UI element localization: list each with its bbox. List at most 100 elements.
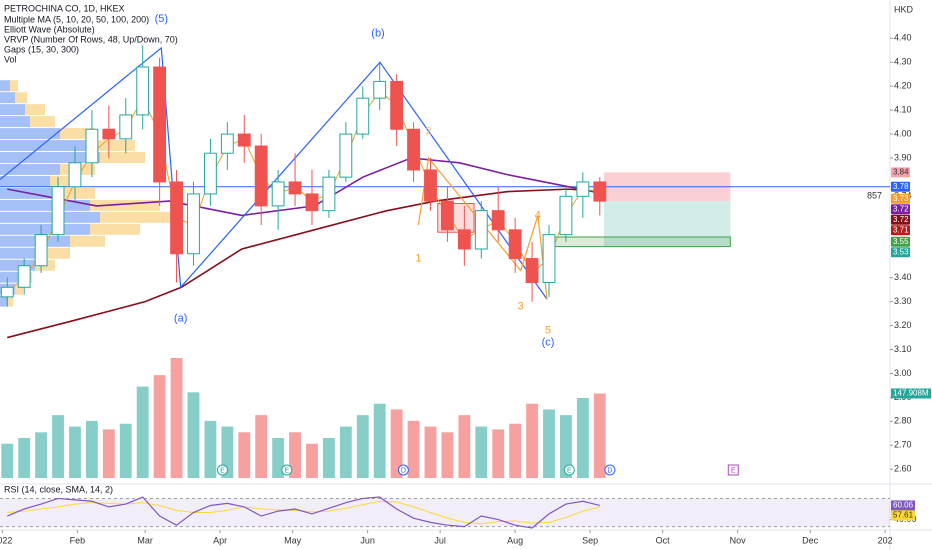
price-tag-label: 3.73 xyxy=(893,194,909,203)
volume-bar xyxy=(102,429,115,478)
candle-body xyxy=(593,181,607,202)
y-tick-label: 3.20 xyxy=(894,320,912,330)
y-tick-label: 2.80 xyxy=(894,416,912,426)
price-tag xyxy=(891,167,910,178)
profile-up xyxy=(0,259,35,271)
candle-body xyxy=(440,200,454,231)
event-label: E xyxy=(731,467,736,474)
rsi-band xyxy=(0,498,890,527)
profile-down xyxy=(100,152,145,163)
volume-bar xyxy=(424,426,437,478)
target-zone xyxy=(603,201,731,247)
volume-bar xyxy=(238,432,251,478)
candle-body xyxy=(0,286,14,298)
candle-body xyxy=(17,265,31,288)
profile-down xyxy=(60,128,95,140)
price-tag-label: 3.78 xyxy=(893,182,909,191)
candle-body xyxy=(119,114,133,140)
rsi-line xyxy=(7,496,600,529)
volume-bar xyxy=(322,438,335,478)
price-tag xyxy=(891,193,910,204)
candle-body xyxy=(288,181,302,195)
volume-bar xyxy=(221,426,234,478)
marker-count: 857 xyxy=(867,191,882,201)
price-tag xyxy=(891,181,910,192)
volume-bar xyxy=(543,409,555,478)
candle-body xyxy=(559,195,573,236)
candle-body xyxy=(102,128,116,140)
wave-label: 4 xyxy=(535,209,541,221)
price-tag-label: 3.84 xyxy=(893,167,909,176)
volume-bar xyxy=(475,426,488,478)
x-tick-label: Jun xyxy=(360,535,375,545)
profile-up xyxy=(0,163,60,175)
price-tag xyxy=(891,247,910,258)
y-tick-label: 3.40 xyxy=(894,272,912,282)
profile-up xyxy=(0,80,10,92)
price-tag-label: 3.55 xyxy=(893,237,909,246)
wave-label: (a) xyxy=(174,312,187,324)
event-marker xyxy=(281,464,293,476)
candle-body xyxy=(34,234,48,267)
volume-bar xyxy=(35,432,48,478)
moving-average xyxy=(7,157,605,217)
volume-bar xyxy=(119,423,132,478)
y-tick-label: 4.40 xyxy=(894,33,912,43)
volume-bar xyxy=(69,426,81,478)
profile-up xyxy=(0,92,15,104)
profile-down xyxy=(15,283,23,295)
event-label: E xyxy=(284,467,289,474)
event-label: D xyxy=(607,467,612,474)
event-label: D xyxy=(401,467,406,474)
event-label: E xyxy=(220,467,225,474)
event-marker xyxy=(563,464,575,476)
candle-body xyxy=(187,193,200,255)
wave-label: 2 xyxy=(425,126,431,138)
profile-up xyxy=(0,175,50,187)
profile-down xyxy=(25,104,45,116)
candle-body xyxy=(424,169,437,202)
wave-label: 1 xyxy=(415,252,421,264)
volume-tag xyxy=(891,388,931,399)
y-tick-label: 3.90 xyxy=(894,152,912,162)
profile-down xyxy=(15,92,27,104)
volume-bar xyxy=(255,415,268,478)
candle-body xyxy=(508,229,522,260)
y-tick-label: 4.00 xyxy=(894,128,912,138)
candle-body xyxy=(474,210,488,250)
candle-body xyxy=(68,162,82,188)
profile-down xyxy=(100,211,180,223)
candle-body xyxy=(153,66,167,183)
gap-zone xyxy=(550,236,731,248)
volume-tag-label: 147.908M xyxy=(893,389,929,398)
x-tick-label: Feb xyxy=(70,535,86,545)
profile-up xyxy=(0,140,95,152)
volume-bar xyxy=(204,420,217,478)
profile-up xyxy=(0,211,100,223)
volume-bar xyxy=(559,415,572,478)
candle-body xyxy=(542,234,556,283)
candle-body xyxy=(203,152,217,195)
event-marker xyxy=(397,464,409,476)
x-tick-label: Aug xyxy=(507,535,523,545)
price-tag xyxy=(891,204,910,215)
volume-bar xyxy=(509,423,522,478)
candle-body xyxy=(271,181,285,207)
candle-body xyxy=(85,128,99,164)
y-tick-label: 3.00 xyxy=(894,368,912,378)
profile-down xyxy=(70,235,105,247)
volume-bar xyxy=(187,392,200,478)
x-tick-label: May xyxy=(284,535,302,545)
y-tick-label: 2.70 xyxy=(894,440,912,450)
wave-label: (5) xyxy=(155,13,168,25)
volume-bar xyxy=(373,403,386,478)
x-tick-label: Jul xyxy=(434,535,446,545)
x-tick-label: Oct xyxy=(656,535,671,545)
profile-down xyxy=(50,175,80,187)
candle-body xyxy=(339,133,353,178)
volume-bar xyxy=(170,358,183,478)
candle-body xyxy=(220,133,234,154)
profile-down xyxy=(45,247,70,259)
volume-bar xyxy=(306,443,318,478)
